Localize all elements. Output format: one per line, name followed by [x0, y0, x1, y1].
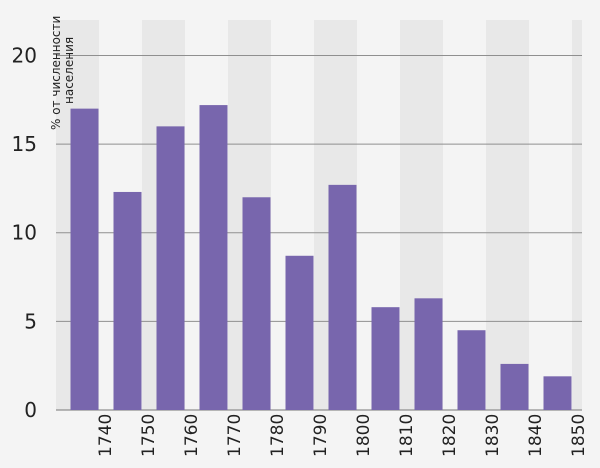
x-tick-label: 1760: [182, 414, 202, 457]
x-tick-label: 1750: [139, 414, 159, 457]
x-tick-label: 1850: [569, 414, 589, 457]
x-axis-tick-labels: 1740 1750 1760 1770 1780 1790 1800 1810 1820 1830…: [96, 414, 589, 457]
bar: [543, 376, 572, 410]
bar: [156, 126, 185, 410]
bar: [70, 108, 99, 411]
bars: [70, 105, 572, 411]
x-tick-label: 1770: [225, 414, 245, 457]
bar: [285, 255, 314, 410]
bar: [500, 363, 529, 410]
y-tick-label: 20: [12, 43, 37, 67]
bar: [113, 191, 142, 410]
background-band: [529, 20, 572, 410]
gridlines: [56, 54, 582, 411]
x-tick-label: 1790: [311, 414, 331, 457]
y-tick-label: 10: [12, 221, 37, 245]
y-tick-label: 5: [24, 309, 37, 333]
x-tick-label: 1800: [354, 414, 374, 457]
y-tick-label: 15: [12, 132, 37, 156]
y-axis-title-line-1: % от численности: [49, 16, 63, 130]
bar: [414, 298, 443, 410]
bar: [242, 197, 271, 410]
x-tick-label: 1780: [268, 414, 288, 457]
x-tick-label: 1740: [96, 414, 116, 457]
bar: [371, 307, 400, 410]
y-axis-tick-labels: 0 5 10 15 20: [12, 43, 37, 422]
y-axis-title-line-2: населения: [62, 37, 76, 104]
x-tick-label: 1810: [397, 414, 417, 457]
bar: [199, 105, 228, 410]
bar: [457, 330, 486, 410]
y-tick-label: 0: [24, 398, 37, 422]
background-band: [486, 20, 529, 410]
x-tick-label: 1820: [440, 414, 460, 457]
x-tick-label: 1830: [483, 414, 503, 457]
bar: [328, 184, 357, 410]
background-band: [572, 20, 582, 410]
x-tick-label: 1840: [526, 414, 546, 457]
